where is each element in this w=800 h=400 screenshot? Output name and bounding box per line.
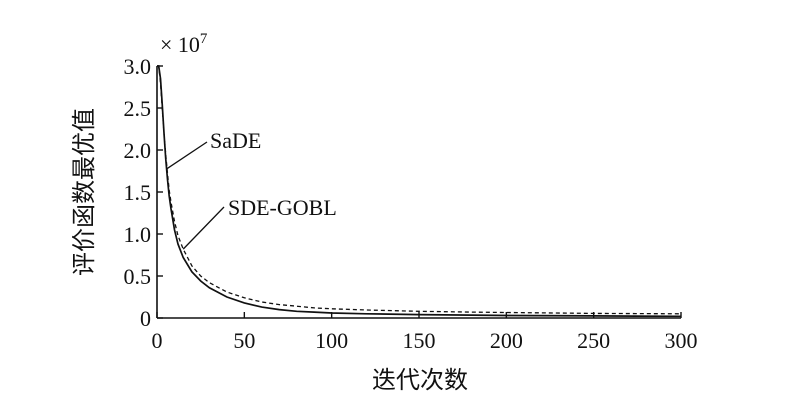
y-multiplier-label: × 107 [160,31,208,57]
y-tick-label: 0 [140,306,151,331]
annotations: SaDE SDE-GOBL [166,128,337,250]
x-tick-label: 250 [577,328,610,353]
x-tick-label: 0 [152,328,163,353]
y-axis-title: 评价函数最优值 [71,108,98,276]
sde-gobl-annotation: SDE-GOBL [228,195,337,220]
axes-layer [156,66,681,319]
series-line-sde-gobl [157,65,682,315]
x-tick-label: 150 [403,328,436,353]
y-tick-label: 1.0 [124,222,152,247]
series-line-sade [157,65,682,318]
sade-annotation: SaDE [210,128,261,153]
series-layer [157,65,682,318]
x-axis-title: 迭代次数 [372,367,468,394]
y-multiplier-exponent: 7 [200,31,208,47]
y-tick-label: 2.0 [124,138,152,163]
y-tick-label: 3.0 [124,54,152,79]
sde-gobl-leader-line [182,206,225,250]
sade-leader-line [166,141,208,170]
y-ticks: 0 0.5 1.0 1.5 2.0 2.5 3.0 [124,54,163,331]
y-tick-label: 2.5 [124,96,152,121]
x-tick-label: 300 [665,328,698,353]
x-ticks: 0 50 100 150 200 250 300 [152,312,698,353]
y-tick-label: 0.5 [124,264,152,289]
x-tick-label: 50 [233,328,255,353]
x-tick-label: 100 [315,328,348,353]
x-tick-label: 200 [490,328,523,353]
y-multiplier-base: × 10 [160,32,200,57]
y-tick-label: 1.5 [124,180,152,205]
